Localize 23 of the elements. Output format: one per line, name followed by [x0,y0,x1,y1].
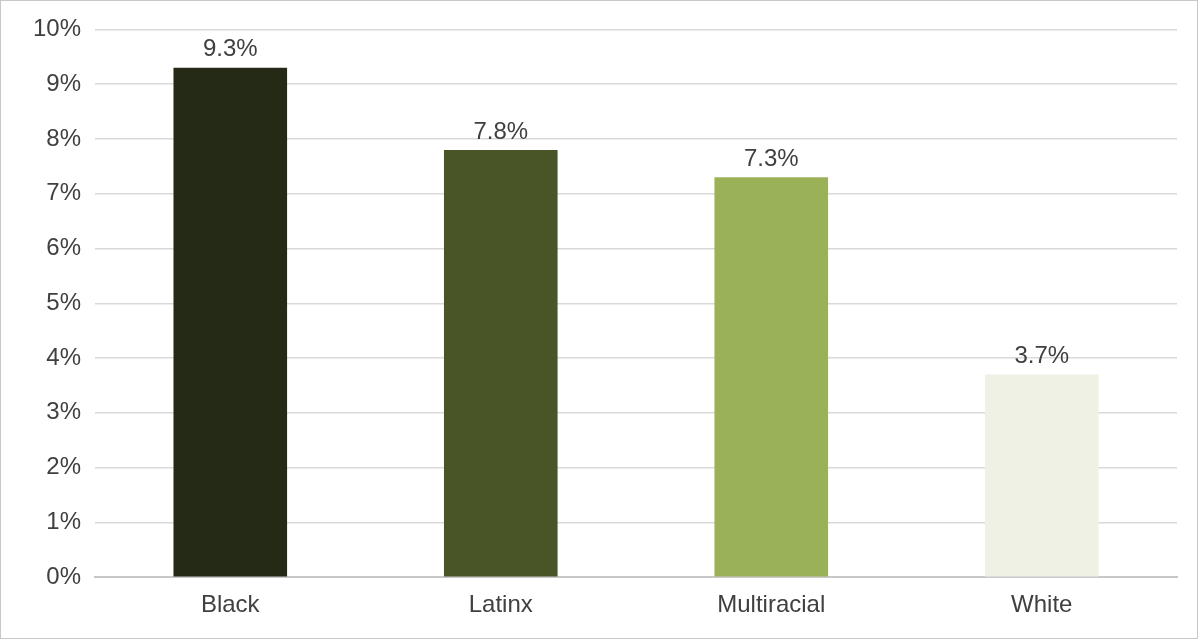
data-label: 7.8% [473,116,529,144]
y-tick-label: 5% [46,287,82,315]
x-tick-label: Black [200,590,261,618]
data-label: 7.3% [743,143,799,171]
y-tick-label: 1% [46,507,82,535]
bar [173,67,288,577]
y-tick-label: 2% [46,452,82,480]
y-tick-label: 10% [32,14,82,42]
bar [984,374,1099,577]
x-tick-label: Latinx [468,590,533,618]
bar [714,177,829,577]
y-tick-label: 0% [46,561,82,589]
x-tick-label: White [1011,590,1073,618]
y-tick-label: 3% [46,397,82,425]
y-tick-label: 6% [46,233,82,261]
y-tick-label: 9% [46,68,82,96]
bar [443,149,558,577]
y-tick-label: 4% [46,342,82,370]
y-tick-label: 7% [46,178,82,206]
data-label: 3.7% [1014,341,1070,369]
y-tick-label: 8% [46,123,82,151]
x-tick-label: Multiracial [717,590,826,618]
data-label: 9.3% [202,34,258,62]
